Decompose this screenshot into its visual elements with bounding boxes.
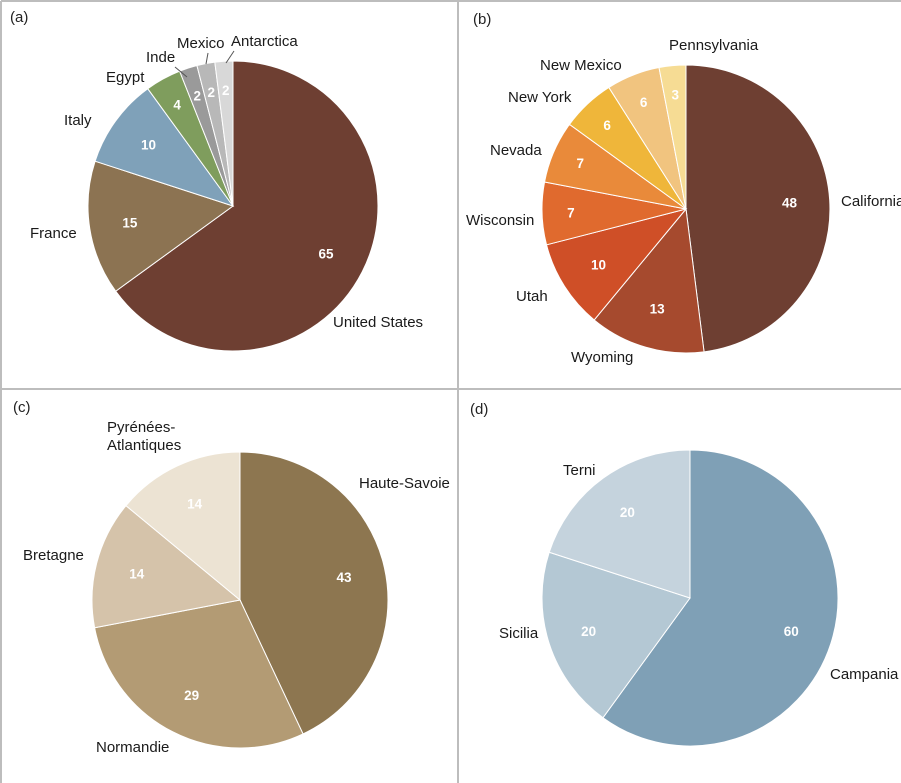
value-label-wisconsin: 7 (567, 206, 575, 221)
category-label-united-states: United States (333, 314, 423, 331)
category-label-mexico: Mexico (177, 35, 225, 52)
pie-slice-california (685, 64, 831, 353)
category-label-haute-savoie: Haute-Savoie (359, 475, 450, 492)
value-label-inde: 2 (193, 89, 201, 104)
category-label-campania: Campania (830, 666, 899, 683)
pie-slice-pennsylvania (658, 64, 687, 210)
leader-line-inde (174, 66, 188, 78)
pie-slice-united-states (114, 60, 379, 352)
pie-slice-italy (94, 87, 235, 207)
value-label-normandie: 29 (184, 688, 199, 703)
leader-line-mexico (205, 52, 209, 65)
category-label-nevada: Nevada (490, 142, 542, 159)
panel-c-tag: (c) (13, 399, 31, 416)
value-label-italy: 10 (141, 138, 156, 153)
pie-slice-campania (602, 449, 839, 747)
pie-slice-haute-savoie (239, 451, 389, 735)
category-label-new-york: New York (508, 89, 572, 106)
category-label-sicilia: Sicilia (499, 625, 539, 642)
value-label-new-york: 6 (603, 118, 611, 133)
pie-slice-bretagne (91, 504, 242, 629)
category-label-pyrenees-atlantiques: Pyrénées-Atlantiques (107, 419, 181, 454)
category-label-california: California (841, 193, 901, 210)
pie-slice-antarctica (214, 60, 234, 207)
pie-slice-wyoming (593, 207, 705, 354)
value-label-california: 48 (782, 196, 798, 211)
panel-d-tag: (d) (470, 401, 488, 418)
value-label-mexico: 2 (208, 85, 216, 100)
pie-slice-pyrenees-atlantiques (125, 451, 241, 602)
category-label-bretagne: Bretagne (23, 547, 84, 564)
pie-chart-b: 48 13 10 7 7 6 6 3 California Wyoming Utah Wisconsi… (466, 37, 901, 366)
category-label-new-mexico: New Mexico (540, 57, 622, 74)
leader-line-antarctica (225, 50, 235, 64)
category-label-wisconsin: Wisconsin (466, 212, 534, 229)
category-label-antarctica: Antarctica (231, 33, 298, 50)
value-label-campania: 60 (784, 624, 799, 639)
value-label-haute-savoie: 43 (336, 570, 352, 585)
category-label-france: France (30, 225, 77, 242)
value-label-sicilia: 20 (581, 624, 596, 639)
category-label-wyoming: Wyoming (571, 349, 633, 366)
value-label-utah: 10 (591, 258, 606, 273)
pie-chart-c: 43 29 14 14 Haute-Savoie Normandie Bretagne Pyr… (23, 419, 450, 756)
category-label-egypt: Egypt (106, 69, 145, 86)
category-label-pennsylvania: Pennsylvania (669, 37, 759, 54)
pie-slice-utah (545, 208, 688, 321)
value-label-wyoming: 13 (650, 302, 666, 317)
pie-slice-terni (548, 449, 691, 599)
value-label-egypt: 4 (173, 97, 181, 112)
value-label-new-mexico: 6 (640, 95, 648, 110)
pie-slice-normandie (94, 599, 304, 749)
value-label-nevada: 7 (577, 156, 585, 171)
value-label-united-states: 65 (318, 246, 334, 261)
category-label-normandie: Normandie (96, 739, 169, 756)
value-label-france: 15 (122, 215, 138, 230)
pie-slice-france (87, 160, 235, 292)
value-label-bretagne: 14 (129, 567, 145, 582)
value-label-terni: 20 (620, 505, 635, 520)
pie-slice-sicilia (541, 551, 691, 719)
category-label-italy: Italy (64, 112, 92, 129)
value-label-pyrenees-atlantiques: 14 (187, 497, 203, 512)
panel-a-tag: (a) (10, 9, 28, 26)
category-label-utah: Utah (516, 288, 548, 305)
value-label-pennsylvania: 3 (671, 87, 679, 102)
pie-chart-d: 60 20 20 Campania Sicilia Terni (499, 449, 899, 747)
category-label-terni: Terni (563, 462, 596, 479)
panel-b-tag: (b) (473, 11, 491, 28)
value-label-antarctica: 2 (222, 83, 230, 98)
category-label-inde: Inde (146, 49, 175, 66)
